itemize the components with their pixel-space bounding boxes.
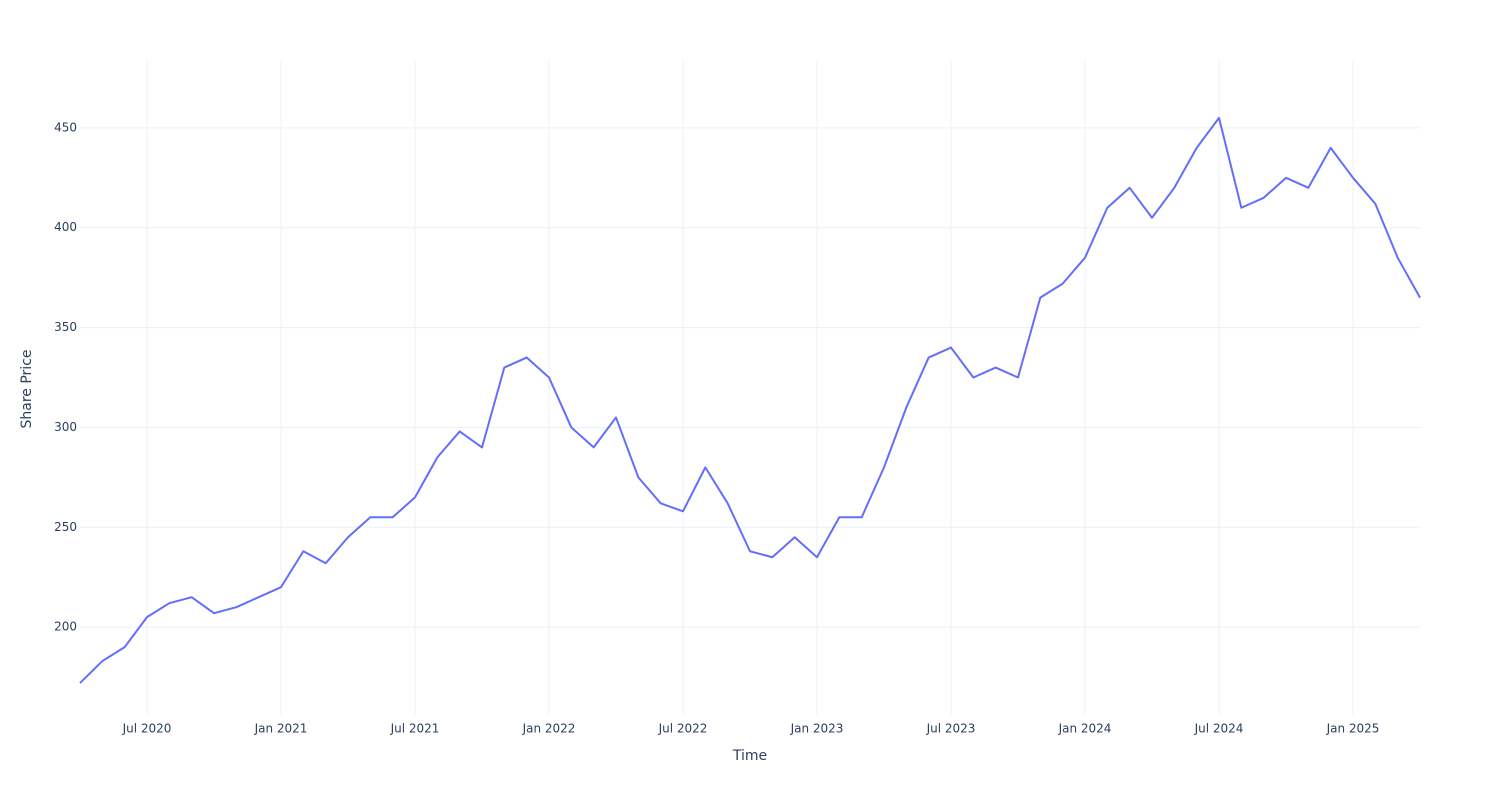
x-tick-label: Jan 2023 — [790, 722, 844, 736]
x-tick-label: Jul 2023 — [926, 722, 976, 736]
x-tick-label: Jul 2020 — [122, 722, 172, 736]
x-tick-label: Jul 2021 — [390, 722, 440, 736]
y-tick-label: 350 — [54, 320, 77, 334]
x-tick-label: Jan 2022 — [522, 722, 576, 736]
x-axis-title: Time — [732, 748, 767, 764]
price-line — [79, 116, 1421, 684]
y-tick-label: 250 — [54, 520, 77, 534]
y-tick-label: 200 — [54, 620, 77, 634]
y-tick-label: 450 — [54, 120, 77, 134]
y-tick-label: 400 — [54, 220, 77, 234]
x-tick-label: Jan 2021 — [254, 722, 308, 736]
y-axis-title: Share Price — [19, 349, 35, 428]
x-tick-label: Jul 2024 — [1194, 722, 1244, 736]
x-tick-label: Jan 2025 — [1326, 722, 1380, 736]
x-tick-label: Jul 2022 — [658, 722, 708, 736]
y-tick-label: 300 — [54, 420, 77, 434]
x-tick-label: Jan 2024 — [1058, 722, 1112, 736]
